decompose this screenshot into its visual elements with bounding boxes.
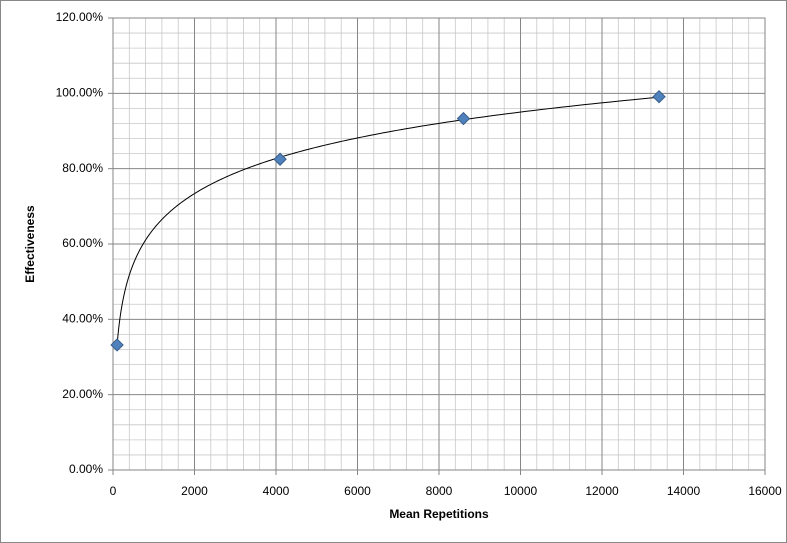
point: [110, 338, 124, 352]
x-tick-label: 0: [110, 484, 117, 498]
x-tick-label: 16000: [748, 484, 782, 498]
x-tick-label: 12000: [585, 484, 619, 498]
y-tick-label: 80.00%: [62, 161, 103, 175]
y-tick-label: 20.00%: [62, 387, 103, 401]
x-tick-label: 14000: [667, 484, 701, 498]
point: [652, 90, 666, 104]
point: [273, 152, 287, 166]
x-axis-title: Mean Repetitions: [389, 507, 489, 521]
x-tick-label: 2000: [181, 484, 208, 498]
y-tick-label: 100.00%: [56, 86, 104, 100]
x-tick-label: 10000: [504, 484, 538, 498]
y-tick-label: 120.00%: [56, 10, 104, 24]
plot-border: [112, 17, 766, 471]
x-tick-label: 4000: [263, 484, 290, 498]
y-tick-label: 0.00%: [69, 462, 103, 476]
y-axis-title: Effectiveness: [23, 205, 37, 283]
x-tick-label: 6000: [344, 484, 371, 498]
x-tick-label: 8000: [426, 484, 453, 498]
y-tick-label: 40.00%: [62, 312, 103, 326]
point: [456, 111, 471, 126]
y-tick-label: 60.00%: [62, 236, 103, 250]
trendline: [116, 96, 660, 346]
